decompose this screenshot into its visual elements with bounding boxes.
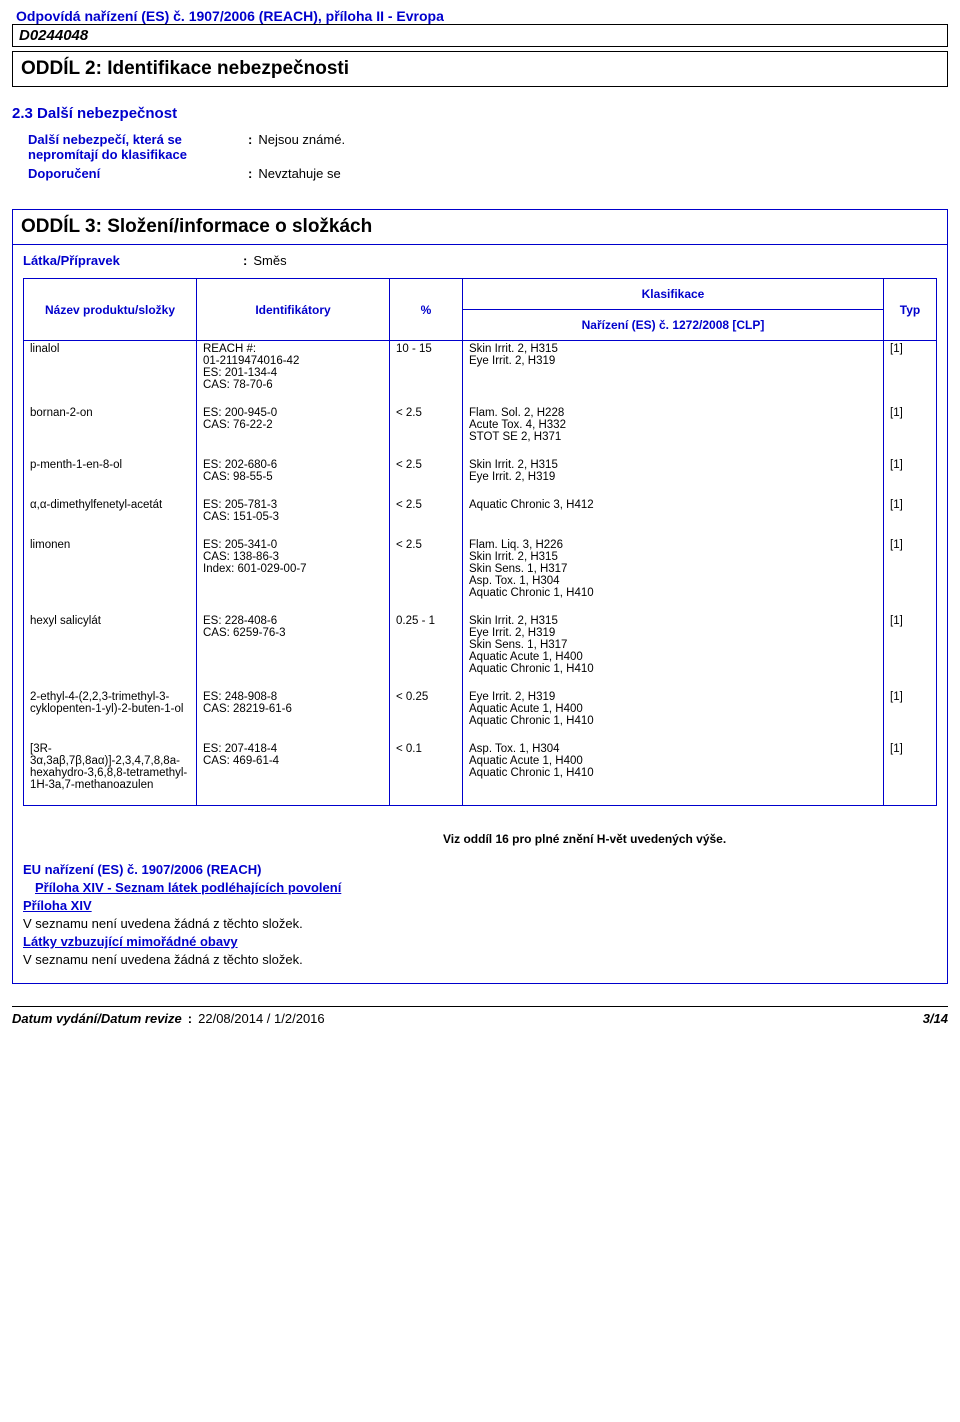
mixture-value-text: Směs (253, 253, 286, 268)
recommendation-text: Nevztahuje se (258, 166, 340, 181)
table-row: hexyl salicylátES: 228-408-6 CAS: 6259-7… (24, 613, 937, 689)
th-classification-super: Klasifikace (463, 279, 884, 310)
cell-identifiers: ES: 228-408-6 CAS: 6259-76-3 (197, 613, 390, 689)
recommendation-value: :Nevztahuje se (248, 166, 341, 181)
not-listed-2: V seznamu není uvedena žádná z těchto sl… (23, 952, 937, 967)
cell-identifiers: ES: 205-781-3 CAS: 151-05-3 (197, 497, 390, 537)
cell-percent: 10 - 15 (390, 341, 463, 406)
cell-identifiers: ES: 248-908-8 CAS: 28219-61-6 (197, 689, 390, 741)
cell-name: limonen (24, 537, 197, 613)
cell-classification: Asp. Tox. 1, H304 Aquatic Acute 1, H400 … (463, 741, 884, 806)
table-row: limonenES: 205-341-0 CAS: 138-86-3 Index… (24, 537, 937, 613)
cell-type: [1] (884, 457, 937, 497)
cell-percent: < 2.5 (390, 537, 463, 613)
recommendation-row: Doporučení :Nevztahuje se (28, 166, 948, 181)
table-row: linalolREACH #: 01-2119474016-42 ES: 201… (24, 341, 937, 406)
cell-name: p-menth-1-en-8-ol (24, 457, 197, 497)
cell-classification: Eye Irrit. 2, H319 Aquatic Acute 1, H400… (463, 689, 884, 741)
cell-classification: Skin Irrit. 2, H315 Eye Irrit. 2, H319 (463, 457, 884, 497)
cell-type: [1] (884, 613, 937, 689)
cell-type: [1] (884, 405, 937, 457)
cell-percent: < 0.1 (390, 741, 463, 806)
recommendation-label: Doporučení (28, 166, 248, 181)
cell-identifiers: ES: 202-680-6 CAS: 98-55-5 (197, 457, 390, 497)
cell-name: [3R-3α,3aβ,7β,8aα)]-2,3,4,7,8,8a-hexahyd… (24, 741, 197, 806)
regulation-header: Odpovídá nařízení (ES) č. 1907/2006 (REA… (16, 8, 948, 24)
cell-identifiers: REACH #: 01-2119474016-42 ES: 201-134-4 … (197, 341, 390, 406)
cell-classification: Aquatic Chronic 3, H412 (463, 497, 884, 537)
mixture-value: :Směs (243, 253, 287, 268)
cell-type: [1] (884, 497, 937, 537)
footer-colon: : (188, 1011, 192, 1026)
table-row: bornan-2-onES: 200-945-0 CAS: 76-22-2< 2… (24, 405, 937, 457)
cell-percent: 0.25 - 1 (390, 613, 463, 689)
ingredients-table: Název produktu/složky Identifikátory % K… (23, 278, 937, 806)
table-row: 2-ethyl-4-(2,2,3-trimethyl-3-cyklopenten… (24, 689, 937, 741)
th-identifiers: Identifikátory (197, 279, 390, 341)
hazard-other-label: Další nebezpečí, která se nepromítají do… (28, 132, 248, 162)
cell-identifiers: ES: 200-945-0 CAS: 76-22-2 (197, 405, 390, 457)
document-code: D0244048 (12, 24, 948, 47)
th-name: Název produktu/složky (24, 279, 197, 341)
h-statements-note: Viz oddíl 16 pro plné znění H-vět uveden… (443, 832, 937, 846)
cell-classification: Skin Irrit. 2, H315 Eye Irrit. 2, H319 (463, 341, 884, 406)
cell-name: linalol (24, 341, 197, 406)
hazard-other-row: Další nebezpečí, která se nepromítají do… (28, 132, 948, 162)
footer-date-label: Datum vydání/Datum revize (12, 1011, 182, 1026)
annex14-heading: Příloha XIV (23, 898, 937, 913)
cell-percent: < 2.5 (390, 497, 463, 537)
not-listed-1: V seznamu není uvedena žádná z těchto sl… (23, 916, 937, 931)
th-type: Typ (884, 279, 937, 341)
cell-identifiers: ES: 207-418-4 CAS: 469-61-4 (197, 741, 390, 806)
hazard-other-text: Nejsou známé. (258, 132, 345, 147)
cell-name: bornan-2-on (24, 405, 197, 457)
mixture-row: Látka/Přípravek :Směs (23, 253, 937, 268)
cell-name: 2-ethyl-4-(2,2,3-trimethyl-3-cyklopenten… (24, 689, 197, 741)
svhc-heading: Látky vzbuzující mimořádné obavy (23, 934, 937, 949)
mixture-label: Látka/Přípravek (23, 253, 243, 268)
section-3-title: ODDÍL 3: Složení/informace o složkách (13, 210, 947, 245)
cell-classification: Flam. Sol. 2, H228 Acute Tox. 4, H332 ST… (463, 405, 884, 457)
th-percent: % (390, 279, 463, 341)
cell-type: [1] (884, 537, 937, 613)
footer-date-value: 22/08/2014 / 1/2/2016 (198, 1011, 325, 1026)
table-row: α,α-dimethylfenetyl-acetátES: 205-781-3 … (24, 497, 937, 537)
section-2-title: ODDÍL 2: Identifikace nebezpečnosti (12, 51, 948, 87)
cell-classification: Flam. Liq. 3, H226 Skin Irrit. 2, H315 S… (463, 537, 884, 613)
page-footer: Datum vydání/Datum revize : 22/08/2014 /… (12, 1006, 948, 1026)
cell-type: [1] (884, 341, 937, 406)
cell-identifiers: ES: 205-341-0 CAS: 138-86-3 Index: 601-0… (197, 537, 390, 613)
cell-type: [1] (884, 689, 937, 741)
cell-name: α,α-dimethylfenetyl-acetát (24, 497, 197, 537)
cell-name: hexyl salicylát (24, 613, 197, 689)
table-row: p-menth-1-en-8-olES: 202-680-6 CAS: 98-5… (24, 457, 937, 497)
th-regulation: Nařízení (ES) č. 1272/2008 [CLP] (463, 310, 884, 341)
hazard-other-value: :Nejsou známé. (248, 132, 345, 162)
page-number: 3/14 (923, 1011, 948, 1026)
table-row: [3R-3α,3aβ,7β,8aα)]-2,3,4,7,8,8a-hexahyd… (24, 741, 937, 806)
section-3-container: ODDÍL 3: Složení/informace o složkách Lá… (12, 209, 948, 984)
cell-type: [1] (884, 741, 937, 806)
cell-percent: < 2.5 (390, 457, 463, 497)
reach-regulation-line: EU nařízení (ES) č. 1907/2006 (REACH) (23, 862, 937, 877)
cell-classification: Skin Irrit. 2, H315 Eye Irrit. 2, H319 S… (463, 613, 884, 689)
cell-percent: < 2.5 (390, 405, 463, 457)
annex14-list-heading: Příloha XIV - Seznam látek podléhajících… (35, 880, 937, 895)
cell-percent: < 0.25 (390, 689, 463, 741)
section-2-3-heading: 2.3 Další nebezpečnost (12, 105, 948, 122)
